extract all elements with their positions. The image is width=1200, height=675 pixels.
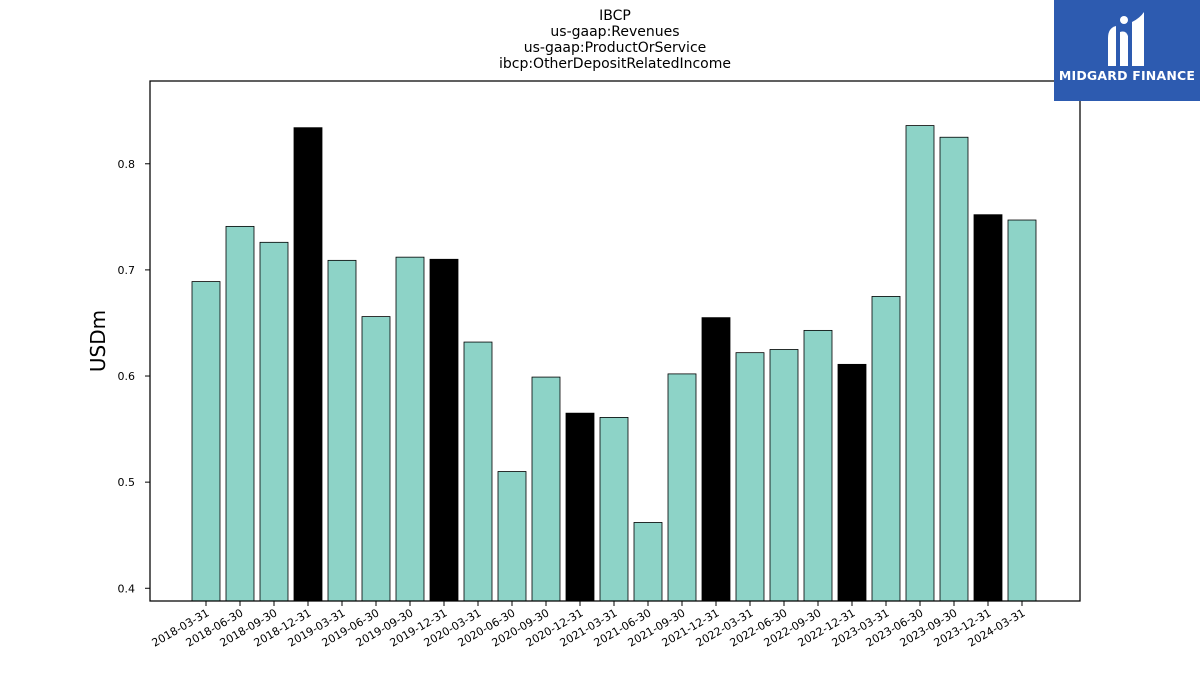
bar-2019-03-31 [327, 259, 357, 602]
bar-2023-09-30 [939, 136, 969, 602]
bar-2020-03-31 [463, 341, 493, 602]
y-tick-label-4: 0.8 [118, 158, 136, 171]
bar-2021-09-30 [667, 373, 697, 602]
title-line-1: IBCP [599, 8, 631, 24]
bar-2020-09-30 [531, 376, 561, 602]
bar-2020-12-31 [565, 412, 595, 602]
bar-2023-12-31 [973, 214, 1003, 602]
bar-2018-09-30 [259, 241, 289, 602]
bar-2019-09-30 [395, 256, 425, 602]
title-line-2: us-gaap:Revenues [550, 24, 680, 40]
bar-2018-06-30 [225, 225, 255, 602]
bar-2022-03-31 [735, 352, 765, 602]
y-tick-label-0: 0.4 [118, 582, 136, 595]
logo-text: MIDGARD FINANCE [1058, 68, 1196, 83]
bar-2019-06-30 [361, 316, 391, 602]
bar-2021-06-30 [633, 522, 663, 602]
title-line-4: ibcp:OtherDepositRelatedIncome [498, 56, 732, 72]
bar-2022-09-30 [803, 329, 833, 602]
bar-2022-06-30 [769, 349, 799, 602]
midgard-logo-icon [1108, 12, 1144, 66]
bar-2019-12-31 [429, 258, 459, 602]
bar-2022-12-31 [837, 363, 867, 602]
bar-2021-12-31 [701, 317, 731, 602]
bar-2018-12-31 [293, 127, 323, 602]
bar-2020-06-30 [497, 471, 527, 602]
bar-2024-03-31 [1007, 219, 1037, 602]
bar-2023-03-31 [871, 296, 901, 602]
y-tick-label-2: 0.6 [118, 370, 136, 383]
y-axis-label: USDm [86, 310, 110, 372]
logo: MIDGARD FINANCE [1054, 0, 1200, 101]
bar-2021-03-31 [599, 417, 629, 602]
y-tick-label-1: 0.5 [118, 476, 136, 489]
bar-2023-06-30 [905, 125, 935, 602]
bar-2018-03-31 [191, 281, 221, 602]
plot-frame [149, 80, 1081, 602]
y-tick-label-3: 0.7 [118, 264, 136, 277]
title-line-3: us-gaap:ProductOrService [523, 40, 707, 56]
